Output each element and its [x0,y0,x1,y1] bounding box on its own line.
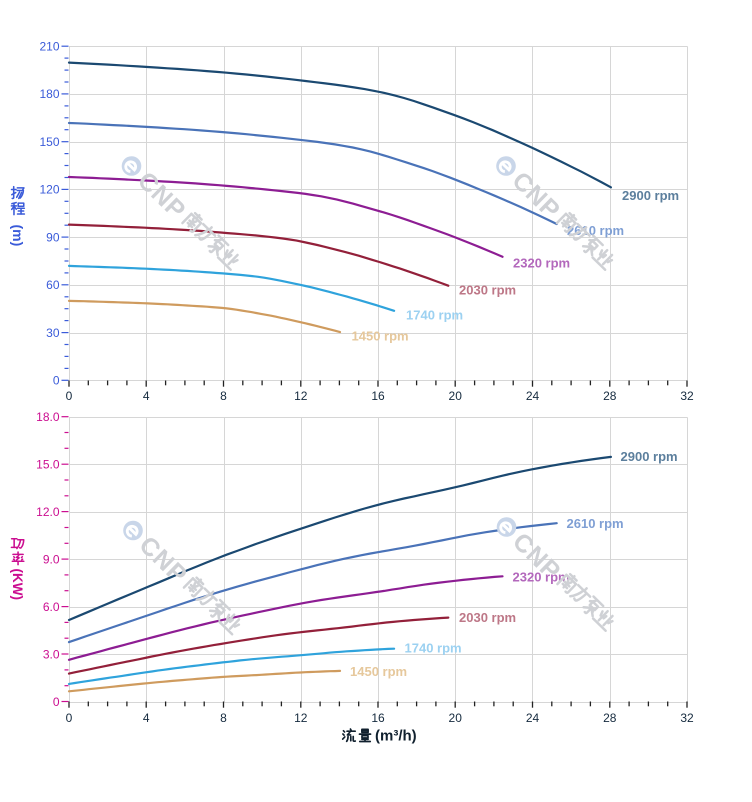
svg-text:24: 24 [526,389,540,403]
svg-text:1740 rpm: 1740 rpm [405,641,462,656]
svg-text:2900 rpm: 2900 rpm [621,449,678,464]
svg-text:2610 rpm: 2610 rpm [567,516,624,531]
svg-text:1450 rpm: 1450 rpm [352,329,409,344]
svg-text:60: 60 [46,278,60,292]
svg-text:120: 120 [39,183,59,197]
svg-text:8: 8 [220,389,227,403]
svg-text:2030 rpm: 2030 rpm [459,283,516,298]
svg-text:28: 28 [603,711,617,725]
svg-text:(m³/h): (m³/h) [375,728,417,745]
svg-text:12.0: 12.0 [36,505,60,519]
svg-text:20: 20 [449,389,463,403]
svg-text:0: 0 [66,389,73,403]
svg-text:8: 8 [220,711,227,725]
svg-text:0: 0 [53,695,60,709]
svg-text:12: 12 [294,389,308,403]
svg-text:30: 30 [46,326,60,340]
svg-text:4: 4 [143,711,150,725]
svg-text:18.0: 18.0 [36,410,60,424]
svg-text:2610 rpm: 2610 rpm [567,223,624,238]
svg-text:1450 rpm: 1450 rpm [350,664,407,679]
svg-text:32: 32 [680,389,694,403]
svg-text:150: 150 [39,135,59,149]
svg-text:90: 90 [46,230,60,244]
svg-text:9.0: 9.0 [43,552,60,566]
svg-text:210: 210 [39,40,59,54]
svg-text:3.0: 3.0 [43,647,60,661]
svg-text:16: 16 [371,711,385,725]
svg-text:(KW): (KW) [10,569,25,600]
svg-text:0: 0 [53,374,60,388]
svg-text:32: 32 [680,711,694,725]
svg-text:180: 180 [39,87,59,101]
svg-text:24: 24 [526,711,540,725]
svg-text:0: 0 [66,711,73,725]
svg-text:15.0: 15.0 [36,458,60,472]
svg-text:2900 rpm: 2900 rpm [622,188,679,203]
svg-text:20: 20 [449,711,463,725]
svg-text:2320 rpm: 2320 rpm [513,256,570,271]
svg-text:2320 rpm: 2320 rpm [513,570,570,585]
svg-text:12: 12 [294,711,308,725]
svg-text:2030 rpm: 2030 rpm [459,610,516,625]
svg-text:28: 28 [603,389,617,403]
svg-text:(m): (m) [10,225,26,247]
svg-text:16: 16 [371,389,385,403]
svg-text:6.0: 6.0 [43,600,60,614]
svg-text:4: 4 [143,389,150,403]
svg-text:1740 rpm: 1740 rpm [406,308,463,323]
